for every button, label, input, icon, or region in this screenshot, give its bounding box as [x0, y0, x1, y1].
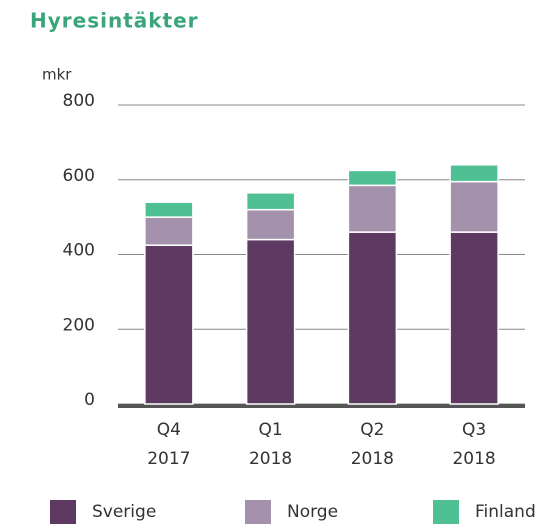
bar-segment: [449, 180, 499, 233]
y-tick-label: 800: [63, 91, 95, 111]
y-tick-label: 200: [63, 315, 95, 335]
x-tick-label: Q1 2018: [248, 420, 293, 469]
legend-swatch: [245, 500, 271, 524]
y-axis-label: mkr: [42, 66, 72, 84]
x-tick-label: Q3 2018: [452, 420, 496, 469]
legend-swatch: [50, 500, 76, 524]
bar-segment: [245, 192, 296, 211]
bar-segment: [144, 216, 194, 246]
bar-segment: [347, 184, 398, 233]
x-tick-label: Q4 2017: [147, 420, 191, 469]
chart-title: Hyresintäkter: [30, 9, 199, 33]
bar-segment: [449, 231, 499, 405]
legend-swatch: [433, 500, 459, 524]
bar-segment: [347, 169, 398, 187]
legend-label: Finland: [475, 502, 536, 522]
bar-segment: [245, 208, 296, 241]
bar-segment: [144, 201, 194, 218]
y-tick-label: 0: [84, 390, 95, 410]
bar-segment: [347, 231, 398, 405]
legend-label: Norge: [287, 502, 338, 522]
y-tick-label: 600: [63, 166, 95, 186]
bar-segment: [245, 238, 296, 405]
legend-label: Sverige: [92, 502, 156, 522]
x-tick-label: Q2 2018: [350, 420, 394, 469]
y-tick-label: 400: [63, 241, 95, 261]
bar-segment: [144, 244, 194, 405]
bar-segment: [449, 164, 499, 183]
